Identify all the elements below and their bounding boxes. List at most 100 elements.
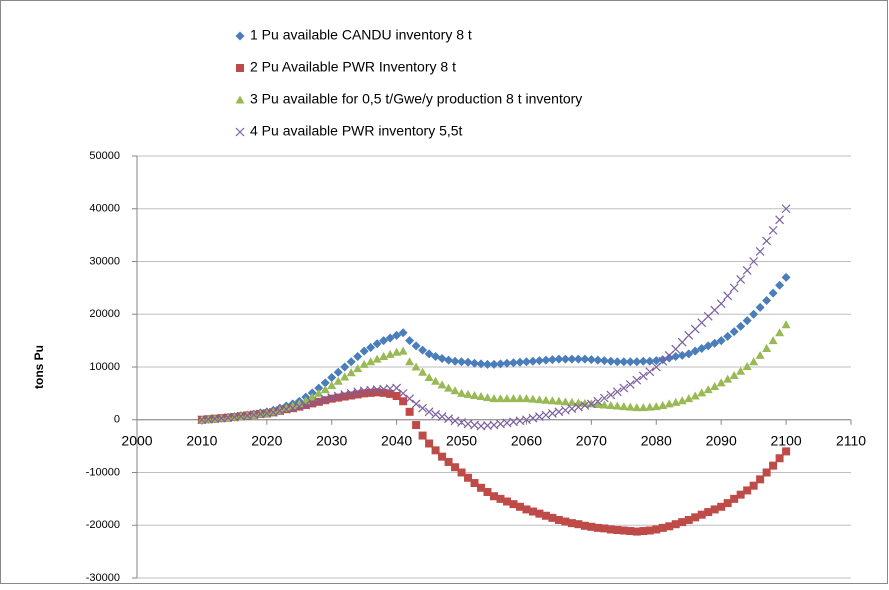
x-tick-label: 2090 (706, 432, 737, 448)
data-point (431, 410, 441, 419)
y-tick-label: 10000 (89, 361, 120, 373)
data-point (749, 257, 759, 266)
data-point (294, 402, 304, 411)
data-point (418, 431, 427, 440)
data-point (723, 374, 733, 383)
data-point (742, 266, 752, 275)
data-point (431, 376, 441, 385)
data-point (593, 399, 603, 408)
data-point (379, 336, 389, 346)
data-point (334, 393, 343, 402)
data-point (560, 397, 570, 406)
data-point (547, 408, 557, 418)
data-point (437, 412, 447, 422)
data-point (521, 394, 531, 403)
data-point (353, 364, 363, 373)
data-point (431, 446, 440, 455)
data-point (769, 461, 778, 470)
data-point (307, 398, 317, 408)
data-point (704, 508, 713, 517)
data-point (775, 280, 785, 290)
data-point (703, 385, 713, 394)
data-point (411, 341, 421, 351)
data-point (320, 378, 330, 388)
data-point (327, 373, 337, 383)
x-tick-label: 2000 (121, 432, 152, 448)
data-point (606, 356, 616, 366)
data-point (664, 353, 674, 363)
data-point (457, 468, 466, 477)
data-point (710, 382, 720, 391)
data-point (619, 383, 629, 393)
data-point (424, 407, 434, 417)
data-point (534, 395, 544, 404)
data-point (775, 328, 785, 337)
data-point (522, 505, 531, 514)
data-point (327, 393, 337, 403)
data-point (567, 519, 576, 528)
data-point (535, 509, 544, 518)
data-point (275, 406, 285, 416)
data-point (775, 454, 784, 463)
data-point (457, 417, 466, 427)
data-point (574, 520, 583, 529)
legend-label: 3 Pu available for 0,5 t/Gwe/y productio… (250, 91, 582, 107)
data-point (275, 405, 285, 414)
data-point (677, 350, 687, 360)
data-point (398, 346, 408, 355)
data-point (736, 490, 745, 499)
data-point (638, 371, 648, 381)
data-point (333, 376, 343, 385)
data-point (755, 247, 765, 256)
data-point (340, 392, 349, 401)
data-point (327, 380, 337, 389)
data-point (632, 403, 642, 412)
data-point (632, 357, 642, 367)
x-tick-label: 2100 (771, 432, 802, 448)
data-point (612, 357, 622, 367)
data-point (768, 336, 778, 345)
data-point (392, 383, 402, 393)
data-point (606, 390, 616, 400)
data-point (470, 390, 480, 399)
data-point (541, 355, 551, 365)
data-point (651, 356, 661, 366)
data-point (554, 515, 563, 524)
data-point (749, 309, 759, 319)
data-point (723, 499, 732, 508)
data-point (281, 403, 291, 412)
x-tick-label: 2040 (381, 432, 412, 448)
data-point (619, 526, 628, 535)
data-point (333, 367, 343, 377)
legend-label: 1 Pu available CANDU inventory 8 t (250, 27, 472, 43)
x-tick-label: 2010 (186, 432, 217, 448)
data-point (502, 358, 512, 368)
data-point (625, 379, 635, 389)
data-point (742, 361, 752, 370)
x-tick-label: 2110 (836, 432, 866, 448)
data-point (366, 388, 375, 397)
data-point (580, 398, 590, 407)
data-point (619, 402, 629, 411)
data-point (515, 357, 525, 367)
data-point (437, 354, 447, 364)
data-point (580, 354, 590, 364)
data-point (638, 356, 648, 366)
data-point (573, 354, 583, 364)
data-point (677, 396, 687, 405)
legend-label: 2 Pu Available PWR Inventory 8 t (250, 59, 456, 75)
data-point (639, 527, 648, 536)
legend-label: 4 Pu available PWR inventory 5,5t (250, 123, 463, 139)
data-point (560, 354, 570, 364)
data-point (470, 358, 480, 368)
data-point (541, 410, 551, 420)
y-tick-label: -30000 (86, 572, 120, 584)
data-point (554, 396, 564, 405)
data-point (490, 492, 498, 501)
data-point (775, 215, 785, 225)
data-point (632, 375, 642, 385)
data-point (288, 403, 298, 413)
data-point (762, 468, 771, 477)
data-point (781, 204, 791, 214)
